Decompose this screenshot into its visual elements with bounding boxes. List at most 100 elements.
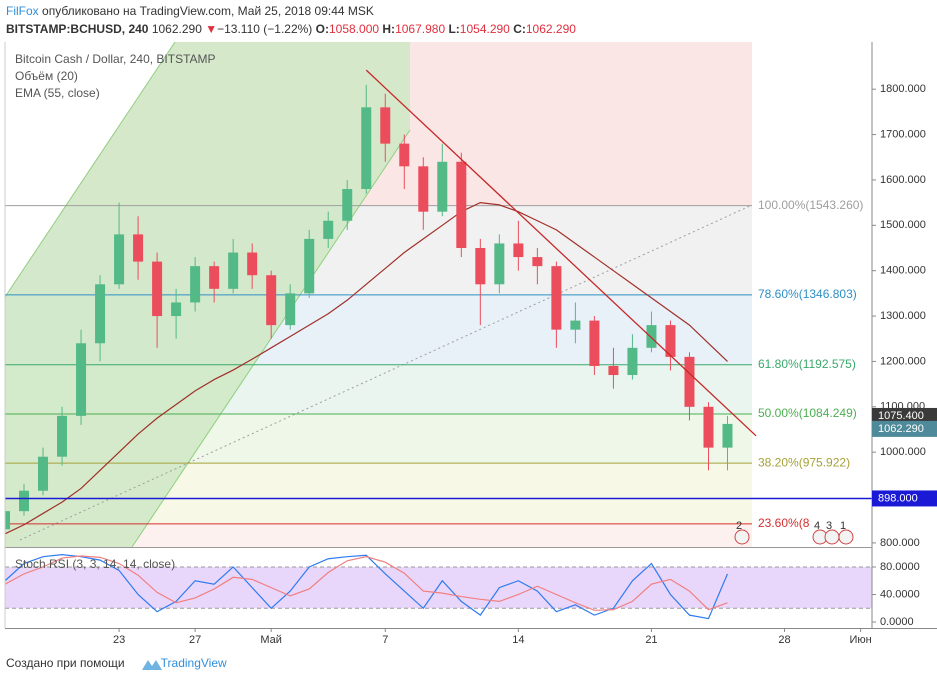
event-marker [838,529,854,545]
price-badge [872,407,937,424]
event-label: 2 [736,520,742,532]
ohlc-value: 1067.980 [395,22,446,36]
candle-body [95,284,106,344]
candle-body [684,356,695,407]
candle-body [304,238,315,294]
y-tick-label: 1300.000 [880,310,926,322]
candle-body [456,161,467,248]
candle-body [551,266,562,330]
y-tick-label: 40.0000 [880,588,920,600]
candle-body [494,243,505,285]
fib-label: 38.20%(975.922) [758,455,850,469]
x-tick-label: 14 [512,634,524,646]
price-badge-label: 1062.290 [878,423,924,435]
chart-title: Bitcoin Cash / Dollar, 240, BITSTAMP [15,52,216,66]
candle-body [437,161,448,212]
x-tick-label: Май [260,634,282,646]
candle-body [5,511,10,530]
candle-body [114,234,125,285]
stoch-line [5,555,728,611]
event-label: 3 [826,520,832,532]
event-label: 1 [840,520,846,532]
fib-band [5,523,752,547]
event-marker [824,529,840,545]
ohlc-key: O: [315,22,329,36]
candle-body [570,320,581,330]
author: FilFox [6,4,39,18]
y-tick-label: 1800.000 [880,83,926,95]
x-tick-label: 21 [645,634,657,646]
footer: Создано при помощи TradingView [6,656,227,670]
candle-body [475,247,486,285]
price-pane: 100.00%(1543.260) 78.60%(1346.803) 61.80%(… [5,42,872,547]
event-label: 4 [814,520,820,532]
candle-body [608,365,619,376]
candle-body [190,266,201,303]
ohlc-key: C: [513,22,526,36]
y-tick-label: 1200.000 [880,355,926,367]
y-tick-label: 0.0000 [880,616,914,628]
candle-body [247,252,258,276]
candle-body [589,320,600,366]
ohlc-value: 1058.000 [328,22,380,36]
candle-body [627,347,638,376]
ohlc-key: L: [448,22,460,36]
price-badge [872,420,937,437]
y-tick-label: 1600.000 [880,174,926,186]
candle-body [76,343,87,416]
candle-body [665,325,676,357]
axis-background [872,42,937,628]
x-tick-label: 23 [113,634,125,646]
change-arrow: ▼ [205,22,218,36]
published: опубликовано на TradingView.com, Май 25,… [42,4,374,18]
footer-text: Создано при помощи [6,656,125,670]
candle-body [399,143,410,167]
y-tick-label: 1500.000 [880,219,926,231]
candle-body [19,490,30,512]
fib-label: 23.60%(8 [758,516,810,530]
candle-body [152,261,163,317]
candle-body [513,243,524,258]
candle-body [209,266,220,289]
y-tick-label: 80.0000 [880,561,920,573]
symbol: BITSTAMP:BCHUSD, 240 [6,22,149,36]
candle-body [57,415,68,457]
price-badge-label: 1075.400 [878,410,924,422]
y-tick-label: 1000.000 [880,446,926,458]
ohlc-value: 1062.290 [525,22,576,36]
ohlc-key: H: [382,22,396,36]
ohlc-value: 1054.290 [459,22,510,36]
y-tick-label: 1400.000 [880,265,926,277]
brand-logo [142,660,162,670]
candle-body [361,107,372,190]
candle-body [532,257,543,267]
candle-body [266,275,277,326]
candle-body [285,293,296,326]
change: −13.110 (−1.22%) [217,22,313,36]
fib-label: 50.00%(1084.249) [758,406,857,420]
candle-body [133,234,144,262]
x-tick-label: 27 [189,634,201,646]
fib-label: 78.60%(1346.803) [758,287,857,301]
fib-label: 61.80%(1192.575) [758,357,856,371]
stoch-pane [5,554,872,620]
candle-body [171,302,182,317]
x-tick-label: 7 [382,634,388,646]
candle-body [418,166,429,212]
trendline [365,69,757,437]
fib-trend [19,204,753,541]
candle-body [380,107,391,144]
price-badge-label: 898.000 [878,492,918,504]
candle-body [703,406,714,448]
axes: Bitcoin Cash / Dollar, 240, BITSTAMP Объ… [4,42,937,646]
x-tick-label: Июн [849,634,871,646]
symbol-line: BITSTAMP:BCHUSD, 240 1062.290 ▼−13.110 (… [6,22,576,36]
last-price: 1062.290 [151,22,202,36]
y-tick-label: 1700.000 [880,128,926,140]
fib-label: 100.00%(1543.260) [758,198,863,212]
candle-body [38,456,49,491]
candle-body [342,189,353,221]
candle-body [323,220,334,239]
candle-body [646,325,657,348]
